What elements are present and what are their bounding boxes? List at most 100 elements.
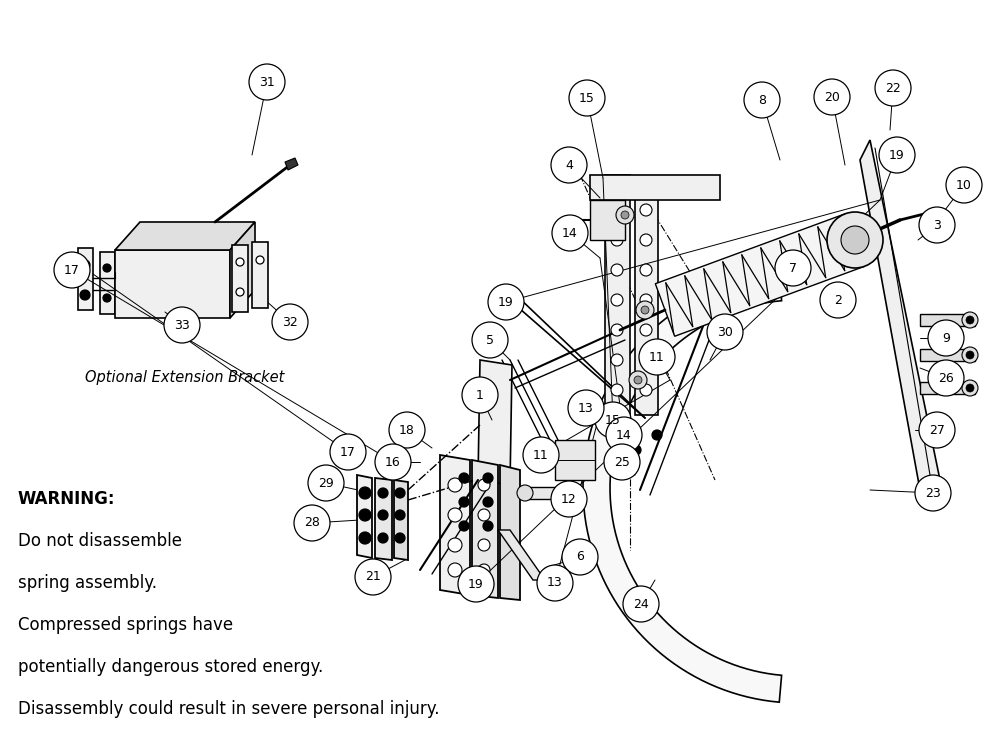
Circle shape [640, 204, 652, 216]
Text: 11: 11 [649, 351, 665, 364]
Text: 10: 10 [956, 179, 972, 191]
Circle shape [236, 288, 244, 296]
Text: 28: 28 [304, 517, 320, 530]
Polygon shape [115, 250, 230, 318]
Polygon shape [285, 158, 298, 170]
Text: 19: 19 [889, 149, 905, 162]
Circle shape [459, 473, 469, 483]
Circle shape [236, 258, 244, 266]
Text: 18: 18 [399, 423, 415, 437]
Text: Compressed springs have: Compressed springs have [18, 616, 233, 634]
Circle shape [604, 444, 640, 480]
Circle shape [631, 445, 641, 455]
Text: 12: 12 [561, 492, 577, 506]
Polygon shape [115, 222, 255, 250]
Text: 29: 29 [318, 476, 334, 489]
Circle shape [517, 485, 533, 501]
Polygon shape [740, 282, 760, 295]
Polygon shape [590, 175, 720, 200]
Polygon shape [590, 200, 625, 240]
Polygon shape [357, 475, 372, 558]
Circle shape [272, 304, 308, 340]
Text: 4: 4 [565, 159, 573, 171]
Circle shape [629, 371, 647, 389]
Text: potentially dangerous stored energy.: potentially dangerous stored energy. [18, 658, 323, 676]
Circle shape [841, 226, 869, 254]
Circle shape [359, 487, 371, 499]
Circle shape [459, 521, 469, 531]
Polygon shape [860, 140, 940, 490]
Circle shape [879, 137, 915, 173]
Circle shape [636, 301, 654, 319]
Polygon shape [478, 360, 512, 485]
Circle shape [256, 256, 264, 264]
Circle shape [395, 533, 405, 543]
Circle shape [389, 412, 425, 448]
Circle shape [946, 167, 982, 203]
Circle shape [919, 207, 955, 243]
Circle shape [483, 497, 493, 507]
Circle shape [962, 312, 978, 328]
Circle shape [744, 82, 780, 118]
Text: 17: 17 [340, 446, 356, 459]
Circle shape [478, 509, 490, 521]
Circle shape [966, 316, 974, 324]
Circle shape [962, 380, 978, 396]
Circle shape [611, 354, 623, 366]
Circle shape [640, 294, 652, 306]
Circle shape [966, 351, 974, 359]
Circle shape [54, 252, 90, 288]
Text: 15: 15 [579, 91, 595, 105]
Circle shape [652, 430, 662, 440]
Polygon shape [920, 314, 975, 326]
Circle shape [308, 465, 344, 501]
Circle shape [359, 532, 371, 544]
Text: 13: 13 [578, 402, 594, 414]
Text: 32: 32 [282, 316, 298, 328]
Circle shape [639, 339, 675, 375]
Circle shape [562, 539, 598, 575]
Circle shape [375, 444, 411, 480]
Text: 27: 27 [929, 423, 945, 437]
Text: 15: 15 [605, 414, 621, 426]
Text: 13: 13 [547, 577, 563, 589]
Text: spring assembly.: spring assembly. [18, 574, 157, 592]
Polygon shape [230, 222, 255, 318]
Circle shape [395, 510, 405, 520]
Text: 19: 19 [498, 295, 514, 308]
Circle shape [483, 473, 493, 483]
Text: 16: 16 [385, 456, 401, 468]
Circle shape [488, 284, 524, 320]
Polygon shape [440, 455, 470, 595]
Circle shape [611, 234, 623, 246]
Text: 20: 20 [824, 91, 840, 103]
Circle shape [378, 510, 388, 520]
Text: 31: 31 [259, 76, 275, 88]
Text: 17: 17 [64, 263, 80, 277]
Polygon shape [920, 349, 975, 361]
Polygon shape [583, 274, 782, 702]
Circle shape [640, 264, 652, 276]
Circle shape [478, 479, 490, 491]
Circle shape [359, 509, 371, 521]
Circle shape [462, 377, 498, 413]
Circle shape [569, 80, 605, 116]
Circle shape [611, 324, 623, 336]
Circle shape [249, 64, 285, 100]
Circle shape [294, 505, 330, 541]
Polygon shape [920, 382, 975, 394]
Text: 9: 9 [942, 331, 950, 345]
Circle shape [595, 402, 631, 438]
Polygon shape [655, 214, 865, 337]
Circle shape [164, 307, 200, 343]
Circle shape [80, 290, 90, 300]
Text: 3: 3 [933, 218, 941, 231]
Circle shape [478, 539, 490, 551]
Circle shape [448, 563, 462, 577]
Polygon shape [252, 242, 268, 308]
Polygon shape [78, 248, 93, 310]
Circle shape [634, 376, 642, 384]
Polygon shape [500, 465, 520, 600]
Circle shape [915, 475, 951, 511]
Polygon shape [232, 245, 248, 312]
